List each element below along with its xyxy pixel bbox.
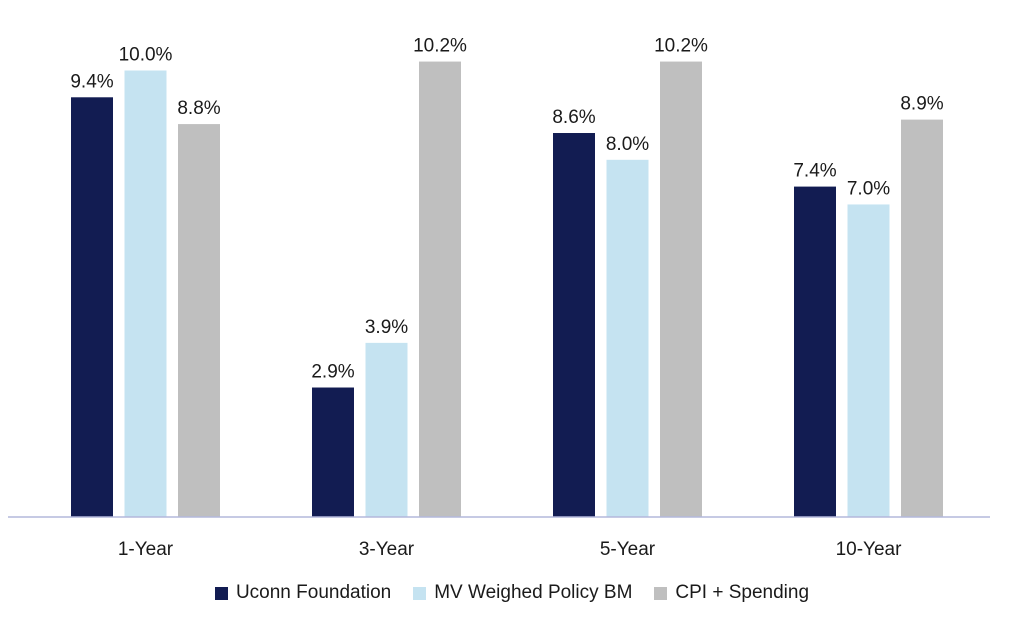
bar-10-year-mv-weighed-policy-bm <box>847 204 890 517</box>
legend-label: MV Weighed Policy BM <box>434 582 633 603</box>
bar-1-year-cpi-spending <box>178 124 220 517</box>
data-label-3-year-1: 2.9% <box>311 362 354 383</box>
legend: Uconn Foundation MV Weighed Policy BM CPI … <box>0 576 1024 610</box>
bar-3-year-cpi-spending <box>419 61 461 517</box>
bar-3-year-mv-weighed-policy-bm <box>365 342 408 517</box>
data-label-5-year-1: 8.6% <box>552 107 595 128</box>
bar-5-year-mv-weighed-policy-bm <box>606 159 649 518</box>
x-tick-10-year: 10-Year <box>836 539 903 560</box>
x-tick-1-year: 1-Year <box>118 539 174 560</box>
bar-chart: 9.4% 10.0% 8.8% 2.9% 3.9% 10.2% 8.6% 8.0% 10.2% 7… <box>8 36 990 560</box>
data-label-5-year-3: 10.2% <box>654 36 708 57</box>
bars-group <box>71 61 943 518</box>
data-label-3-year-2: 3.9% <box>365 317 408 338</box>
x-tick-labels-group: 1-Year 3-Year 5-Year 10-Year <box>118 539 902 560</box>
data-label-10-year-2: 7.0% <box>847 178 890 199</box>
legend-swatch <box>214 586 228 600</box>
legend-swatch <box>654 586 668 600</box>
data-labels-group: 9.4% 10.0% 8.8% 2.9% 3.9% 10.2% 8.6% 8.0% 10.2% 7… <box>70 36 943 383</box>
bar-5-year-uconn-foundation <box>553 133 595 517</box>
bar-10-year-cpi-spending <box>901 119 943 518</box>
data-label-10-year-3: 8.9% <box>900 94 943 115</box>
bar-1-year-mv-weighed-policy-bm <box>124 70 167 517</box>
x-tick-3-year: 3-Year <box>359 539 415 560</box>
legend-label: CPI + Spending <box>675 582 810 603</box>
data-label-5-year-2: 8.0% <box>606 134 649 155</box>
legend-item-2: MV Weighed Policy BM <box>413 582 632 604</box>
x-tick-5-year: 5-Year <box>600 539 656 560</box>
legend-item-1: Uconn Foundation <box>214 582 392 604</box>
bar-5-year-cpi-spending <box>660 61 702 517</box>
legend-swatch <box>413 586 427 600</box>
legend-item-3: CPI + Spending <box>654 582 809 604</box>
data-label-1-year-1: 9.4% <box>70 71 113 92</box>
bar-3-year-uconn-foundation <box>312 387 354 517</box>
bar-1-year-uconn-foundation <box>71 97 113 517</box>
data-label-1-year-2: 10.0% <box>119 45 173 66</box>
data-label-1-year-3: 8.8% <box>177 98 220 119</box>
bar-10-year-uconn-foundation <box>794 186 836 517</box>
data-label-10-year-1: 7.4% <box>793 161 836 182</box>
data-label-3-year-3: 10.2% <box>413 36 467 57</box>
legend-label: Uconn Foundation <box>235 582 392 603</box>
